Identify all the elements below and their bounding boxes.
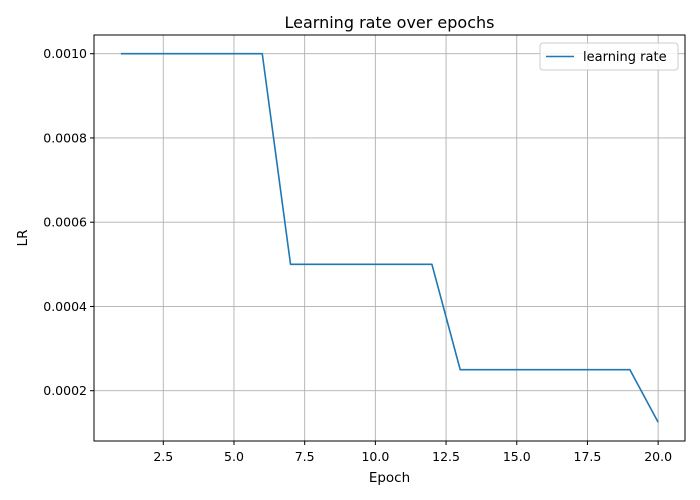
ticks: 2.5 5.0 7.5 10.0 12.5 15.0 17.5 20.0 0.0002 0.000…	[43, 46, 672, 464]
series-line-0	[120, 52, 659, 423]
y-tick-label: 0.0008	[43, 130, 87, 145]
x-tick-label: 20.0	[644, 449, 672, 464]
x-tick-label: 7.5	[295, 449, 315, 464]
y-tick-label: 0.0002	[43, 383, 87, 398]
x-tick-label: 15.0	[503, 449, 531, 464]
grid	[94, 35, 685, 441]
y-tick-label: 0.0006	[43, 215, 87, 230]
x-axis-title: Epoch	[369, 470, 410, 486]
legend-label: learning rate	[583, 50, 667, 65]
chart-title: Learning rate over epochs	[285, 13, 495, 32]
y-tick-label: 0.0004	[43, 299, 87, 314]
x-tick-label: 12.5	[432, 449, 460, 464]
x-tick-label: 5.0	[224, 449, 244, 464]
x-tick-label: 17.5	[574, 449, 602, 464]
y-tick-label: 0.0010	[43, 46, 87, 61]
legend-box	[539, 42, 679, 71]
x-tick-label: 2.5	[153, 449, 173, 464]
legend: learning rate	[539, 42, 679, 71]
x-tick-label: 10.0	[361, 449, 389, 464]
y-axis-title: LR	[15, 230, 31, 247]
plot-frame	[93, 34, 686, 442]
series-layer	[120, 52, 659, 423]
